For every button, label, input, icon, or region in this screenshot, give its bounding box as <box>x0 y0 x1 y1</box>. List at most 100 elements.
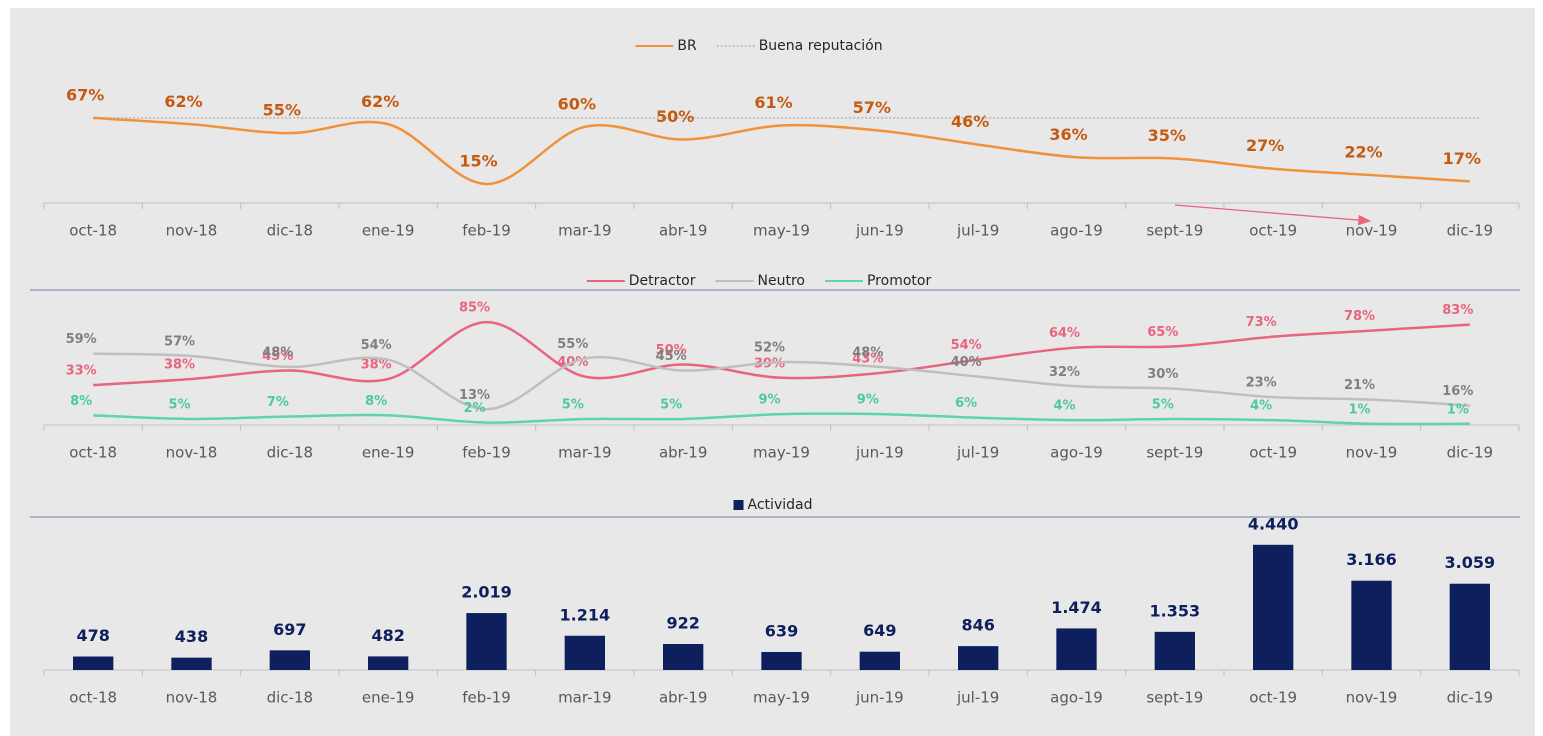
bar <box>1056 628 1097 670</box>
bar <box>958 646 999 670</box>
x-tick-label: may-19 <box>753 444 810 462</box>
bar <box>564 635 605 670</box>
x-tick-label: nov-18 <box>166 222 218 240</box>
data-label: 697 <box>273 620 306 639</box>
data-label: 40% <box>951 355 982 370</box>
data-label: 5% <box>168 397 190 412</box>
data-label: 1.214 <box>560 605 611 624</box>
data-label: 83% <box>1442 303 1473 318</box>
data-label: 7% <box>267 395 289 410</box>
bar <box>859 651 900 670</box>
legend-label: Buena reputación <box>759 38 883 54</box>
bar <box>1253 544 1294 670</box>
data-label: 27% <box>1246 136 1284 155</box>
x-tick-label: may-19 <box>753 689 810 707</box>
data-label: 57% <box>853 98 891 117</box>
x-tick-label: oct-18 <box>69 444 117 462</box>
data-label: 9% <box>758 393 780 408</box>
trend-arrow <box>1174 204 1372 226</box>
bar <box>466 613 507 670</box>
line-series <box>93 116 1470 186</box>
data-label: 48% <box>852 345 883 360</box>
bar <box>1449 583 1490 670</box>
data-label: 6% <box>955 396 977 411</box>
data-label: 36% <box>1049 125 1087 144</box>
line-series <box>93 320 1470 387</box>
legend-label: Neutro <box>758 273 805 289</box>
line-series <box>93 412 1470 426</box>
x-tick-label: ene-19 <box>362 689 414 707</box>
data-label: 846 <box>961 616 994 635</box>
data-label: 55% <box>557 337 588 352</box>
data-label: 55% <box>263 101 301 120</box>
x-tick-label: may-19 <box>753 222 810 240</box>
x-tick-label: ene-19 <box>362 444 414 462</box>
bar <box>663 643 704 670</box>
data-label: 3.166 <box>1346 550 1397 569</box>
x-tick-label: ago-19 <box>1050 222 1103 240</box>
data-label: 13% <box>459 388 490 403</box>
data-label: 38% <box>164 358 195 373</box>
legend-label: Detractor <box>629 273 696 289</box>
data-label: 59% <box>66 332 97 347</box>
data-label: 482 <box>371 626 404 645</box>
bar <box>269 650 310 670</box>
x-tick-label: feb-19 <box>462 222 511 240</box>
x-tick-label: dic-18 <box>267 444 313 462</box>
x-tick-label: oct-19 <box>1249 689 1297 707</box>
x-tick-label: feb-19 <box>462 689 511 707</box>
x-tick-label: jun-19 <box>855 444 904 462</box>
data-label: 61% <box>754 93 792 112</box>
data-label: 1% <box>1348 402 1370 417</box>
data-label: 3.059 <box>1445 553 1496 572</box>
data-label: 32% <box>1049 365 1080 380</box>
x-tick-label: ago-19 <box>1050 689 1103 707</box>
legend-label: Actividad <box>748 497 813 513</box>
x-tick-label: dic-19 <box>1447 222 1493 240</box>
data-label: 60% <box>558 94 596 113</box>
data-label: 65% <box>1147 325 1178 340</box>
x-tick-label: dic-18 <box>267 222 313 240</box>
data-label: 8% <box>365 394 387 409</box>
x-tick-label: oct-18 <box>69 689 117 707</box>
x-tick-label: abr-19 <box>659 444 707 462</box>
data-label: 922 <box>666 613 699 632</box>
data-label: 21% <box>1344 378 1375 393</box>
data-label: 4% <box>1053 399 1075 414</box>
x-tick-label: mar-19 <box>558 222 612 240</box>
data-label: 62% <box>361 92 399 111</box>
data-label: 639 <box>765 621 798 640</box>
x-tick-label: feb-19 <box>462 444 511 462</box>
data-label: 5% <box>660 397 682 412</box>
x-tick-label: mar-19 <box>558 444 612 462</box>
x-tick-label: nov-18 <box>166 444 218 462</box>
bar <box>171 657 212 670</box>
legend-label: Promotor <box>867 273 931 289</box>
data-label: 73% <box>1246 315 1277 330</box>
bar <box>1351 580 1392 670</box>
data-label: 15% <box>459 151 497 170</box>
data-label: 438 <box>175 627 208 646</box>
bar <box>761 651 802 670</box>
x-tick-label: nov-19 <box>1346 444 1398 462</box>
data-label: 54% <box>951 338 982 353</box>
x-tick-label: jun-19 <box>855 689 904 707</box>
data-label: 46% <box>951 112 989 131</box>
bar <box>73 656 114 670</box>
data-label: 1.474 <box>1051 598 1102 617</box>
x-tick-label: sept-19 <box>1146 222 1203 240</box>
data-label: 2% <box>463 401 485 416</box>
x-tick-label: jul-19 <box>956 222 999 240</box>
data-label: 649 <box>863 621 896 640</box>
x-tick-label: dic-19 <box>1447 689 1493 707</box>
data-label: 45% <box>656 349 687 364</box>
data-label: 45% <box>262 349 293 364</box>
data-label: 35% <box>1148 126 1186 145</box>
data-label: 33% <box>66 364 97 379</box>
legend-label: BR <box>677 38 697 54</box>
data-label: 4% <box>1250 399 1272 414</box>
data-label: 2.019 <box>461 583 512 602</box>
data-label: 54% <box>361 338 392 353</box>
data-label: 1.353 <box>1150 601 1201 620</box>
